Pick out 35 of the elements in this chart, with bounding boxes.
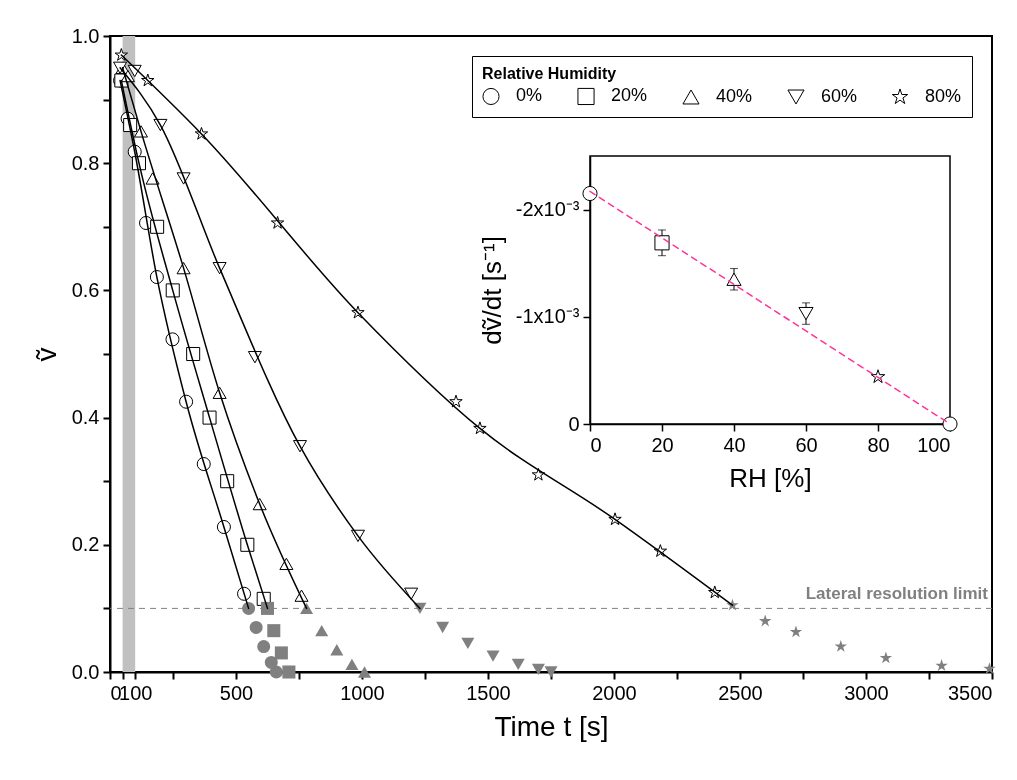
legend-label: 0% bbox=[516, 85, 543, 106]
ref-line-label: Lateral resolution limit bbox=[805, 584, 989, 604]
x-tick-label: 40 bbox=[723, 433, 746, 456]
y-tick-label: 1.0 bbox=[71, 24, 100, 47]
legend-label: 60% bbox=[821, 86, 858, 106]
x-tick-label: 1000 bbox=[340, 681, 385, 704]
y-tick-label: 0.0 bbox=[71, 660, 100, 683]
legend-label: 80% bbox=[925, 86, 962, 106]
y-tick-label: 0.4 bbox=[71, 406, 100, 429]
x-tick-label: 3500 bbox=[948, 681, 993, 704]
x-tick-label: 1500 bbox=[466, 681, 511, 704]
x-tick-label: 100 bbox=[119, 681, 153, 704]
x-tick-label: 100 bbox=[917, 433, 951, 456]
x-tick-label: 60 bbox=[795, 433, 818, 456]
y-tick-label: 0.8 bbox=[71, 151, 100, 174]
x-tick-label: 0 bbox=[590, 433, 602, 456]
x-tick-label: 2500 bbox=[718, 681, 763, 704]
y-axis-title: dṽ/dt [s⁻¹] bbox=[476, 236, 507, 345]
x-tick-label: 2000 bbox=[592, 681, 637, 704]
y-tick-label: -1x10⁻³ bbox=[515, 305, 580, 328]
y-axis-title: ṽ bbox=[30, 347, 62, 362]
x-tick-label: 0 bbox=[110, 681, 122, 704]
x-tick-label: 3000 bbox=[844, 681, 889, 704]
x-tick-label: 80 bbox=[867, 433, 890, 456]
x-axis-title: Time t [s] bbox=[494, 710, 609, 742]
y-tick-label: 0 bbox=[568, 412, 580, 435]
x-axis-title: RH [%] bbox=[729, 462, 812, 493]
x-tick-label: 20 bbox=[651, 433, 674, 456]
legend-label: 40% bbox=[716, 86, 753, 106]
x-tick-label: 500 bbox=[219, 681, 254, 704]
legend-title: Relative Humidity bbox=[482, 65, 617, 82]
y-tick-label: -2x10⁻³ bbox=[515, 198, 580, 221]
y-tick-label: 0.2 bbox=[71, 533, 100, 556]
y-tick-label: 0.6 bbox=[71, 278, 100, 301]
legend-label: 20% bbox=[611, 85, 648, 106]
